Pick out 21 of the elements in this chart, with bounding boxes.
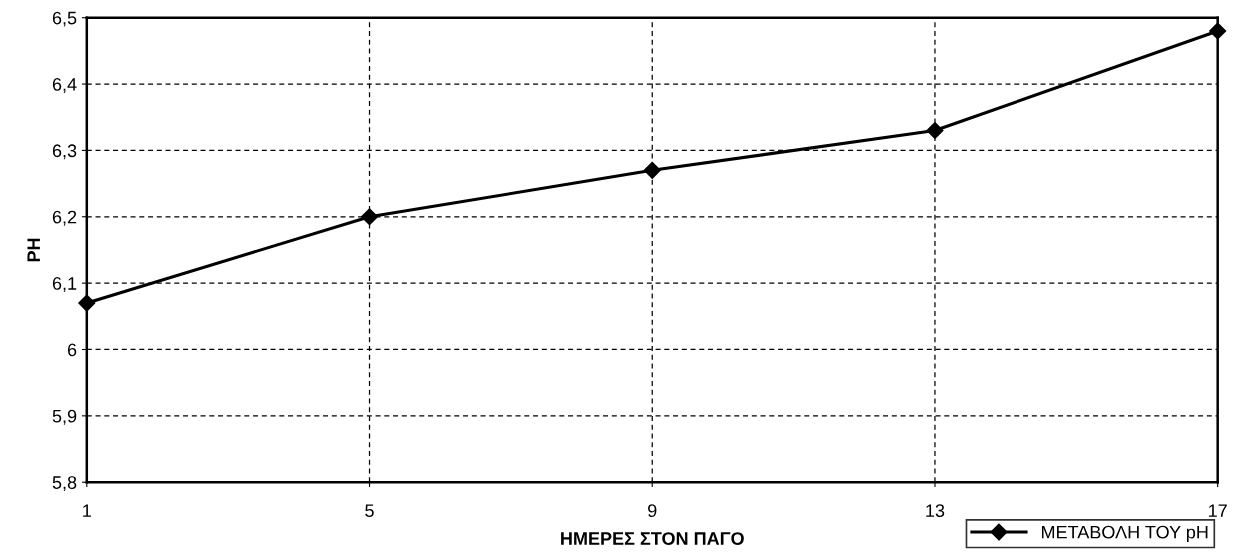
y-tick-label: 6,1: [52, 277, 77, 292]
x-tick-label: 13: [926, 504, 945, 518]
point: [1209, 22, 1227, 40]
x-axis-title: ΗΜΕΡΕΣ ΣΤΟΝ ΠΑΓΟ: [561, 532, 744, 545]
x-tick-label: 9: [648, 504, 657, 518]
y-tick-label: 6,5: [52, 11, 77, 27]
y-tick-label: 6,4: [52, 77, 77, 93]
point: [643, 161, 661, 179]
y-tick-label: 6,3: [52, 144, 77, 160]
y-tick-label: 5,8: [52, 476, 77, 492]
y-axis-title: PH: [27, 238, 40, 262]
y-tick-label: 5,9: [52, 409, 77, 425]
x-tick-label: 1: [83, 504, 91, 517]
point: [360, 208, 379, 226]
x-tick-label: 5: [365, 504, 374, 518]
x-tick-label: 17: [1209, 504, 1227, 517]
y-tick-label: 6: [67, 343, 77, 357]
point: [926, 121, 944, 140]
y-tick-label: 6,2: [52, 210, 77, 226]
legend-label: ΜΕΤΑΒΟΛΗ ΤΟΥ pH: [1041, 525, 1208, 543]
point: [78, 294, 96, 312]
